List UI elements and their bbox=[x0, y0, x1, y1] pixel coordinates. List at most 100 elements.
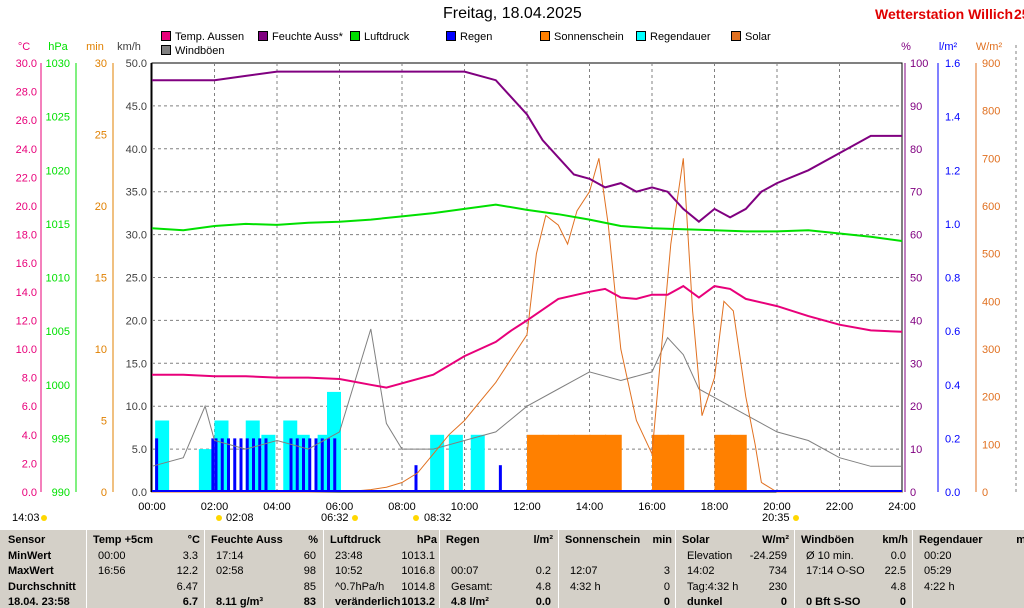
legend-item: Windböen bbox=[161, 45, 225, 57]
stats-row-label: MaxWert bbox=[8, 565, 54, 577]
wind-tick-label: 30.0 bbox=[126, 230, 147, 242]
temp-tick-label: 30.0 bbox=[16, 58, 37, 70]
legend-item: Temp. Aussen bbox=[161, 31, 244, 43]
time-tick-label: 06:00 bbox=[326, 501, 354, 513]
sunshine-bar bbox=[589, 434, 607, 492]
legend-item: Solar bbox=[731, 31, 771, 43]
temp-tick-label: 8.0 bbox=[22, 373, 37, 385]
stats-cell-label: 17:14 bbox=[216, 550, 244, 562]
temp-tick-label: 26.0 bbox=[16, 115, 37, 127]
dawn-label: 06:32 bbox=[321, 512, 349, 524]
stats-column bbox=[439, 530, 557, 608]
wind-tick-label: 40.0 bbox=[126, 144, 147, 156]
pressure-tick-label: 1030 bbox=[46, 58, 70, 70]
legend-label: Regen bbox=[460, 31, 493, 43]
legend-swatch bbox=[350, 31, 360, 41]
pressure-tick-label: 1025 bbox=[46, 112, 70, 124]
temp-tick-label: 6.0 bbox=[22, 401, 37, 413]
stats-cell-label: Elevation bbox=[687, 550, 733, 562]
temp-tick-label: 12.0 bbox=[16, 315, 37, 327]
stats-column-title: Windböen bbox=[801, 534, 855, 546]
humidity-tick-label: 20 bbox=[910, 401, 922, 413]
sunshine-bar bbox=[714, 434, 732, 492]
stats-column bbox=[86, 530, 204, 608]
minutes-tick-label: 20 bbox=[95, 201, 107, 213]
stats-column bbox=[558, 530, 676, 608]
temp-tick-label: 2.0 bbox=[22, 458, 37, 470]
stats-cell-value: -24.259 bbox=[749, 550, 787, 562]
stats-cell-label: 00:00 bbox=[98, 550, 126, 562]
legend-item: Feuchte Auss* bbox=[258, 31, 343, 43]
stats-column-title: Regen bbox=[446, 534, 480, 546]
stats-cell-label: Tag:4:32 h bbox=[687, 581, 739, 593]
stats-cell-value: 230 bbox=[768, 581, 787, 593]
rain-tick-label: 1.4 bbox=[945, 112, 960, 124]
legend-label: Sonnenschein bbox=[554, 31, 624, 43]
rain-bar bbox=[245, 438, 249, 492]
minutes-tick-label: 15 bbox=[95, 273, 107, 285]
stats-cell-label: dunkel bbox=[687, 596, 723, 608]
stats-cell-label: 23:48 bbox=[335, 550, 363, 562]
solar-axis-unit: W/m² bbox=[976, 41, 1003, 53]
stats-cell-value: 85 bbox=[303, 581, 316, 593]
humidity-tick-label: 70 bbox=[910, 187, 922, 199]
stats-column-title: Sonnenschein bbox=[565, 534, 641, 546]
sunshine-bar bbox=[558, 434, 575, 492]
solar-tick-label: 200 bbox=[982, 392, 1000, 404]
stats-cell-value: 4.8 bbox=[890, 581, 906, 593]
sunrise-label: 02:08 bbox=[226, 512, 254, 524]
sunshine-bar bbox=[667, 434, 685, 492]
minutes-tick-label: 25 bbox=[95, 130, 107, 142]
humidity-line bbox=[152, 70, 902, 223]
solar-tick-label: 600 bbox=[982, 201, 1000, 213]
minutes-tick-label: 10 bbox=[95, 344, 107, 356]
legend-label: Feuchte Auss* bbox=[272, 31, 343, 43]
stats-column-title: Temp +5cm bbox=[93, 534, 154, 546]
stats-cell-value: 0 bbox=[899, 596, 906, 608]
rain-bar bbox=[414, 465, 418, 492]
time-tick-label: 10:00 bbox=[451, 501, 479, 513]
solar-tick-label: 400 bbox=[982, 296, 1000, 308]
stats-cell-value: 98 bbox=[303, 565, 316, 577]
rain-bar bbox=[289, 438, 293, 492]
stats-cell-label: ^0.7hPa/h bbox=[335, 581, 385, 593]
humidity-tick-label: 0 bbox=[910, 487, 916, 499]
humidity-tick-label: 40 bbox=[910, 315, 922, 327]
humidity-tick-label: 100 bbox=[910, 58, 928, 70]
gust-line bbox=[151, 328, 902, 467]
humidity-tick-label: 60 bbox=[910, 230, 922, 242]
solar-tick-label: 100 bbox=[982, 439, 1000, 451]
stats-column-unit: °C bbox=[187, 534, 200, 546]
station-name: Wetterstation Willich bbox=[875, 6, 1014, 22]
stats-column bbox=[675, 530, 793, 608]
rain-bar bbox=[308, 438, 312, 492]
stats-cell-label: 00:20 bbox=[924, 550, 952, 562]
temp-tick-label: 0.0 bbox=[22, 487, 37, 499]
stats-cell-label: Gesamt: bbox=[451, 581, 493, 593]
pressure-tick-label: 1000 bbox=[46, 380, 70, 392]
rain-tick-label: 0.0 bbox=[945, 487, 960, 499]
stats-cell-label: 05:29 bbox=[924, 565, 952, 577]
stats-cell-value: 734 bbox=[768, 565, 787, 577]
solar-tick-label: 900 bbox=[982, 58, 1000, 70]
stats-cell-label: 00:07 bbox=[451, 565, 479, 577]
stats-cell-label: 4:32 h bbox=[570, 581, 601, 593]
rain-bar bbox=[327, 438, 330, 492]
stats-cell-value: 1013.2 bbox=[401, 596, 435, 608]
sunset-label: 20:35 bbox=[762, 512, 790, 524]
humidity-tick-label: 80 bbox=[910, 144, 922, 156]
sunshine-bar bbox=[652, 434, 669, 492]
humidity-tick-label: 50 bbox=[910, 273, 922, 285]
humidity-tick-label: 90 bbox=[910, 101, 922, 113]
legend-swatch bbox=[258, 31, 268, 41]
solar-tick-label: 300 bbox=[982, 344, 1000, 356]
time-tick-label: 00:00 bbox=[138, 501, 166, 513]
stats-row-label: MinWert bbox=[8, 550, 52, 562]
rain-bar bbox=[258, 438, 262, 492]
rain-tick-label: 0.6 bbox=[945, 326, 960, 338]
stats-cell-label: Ø 10 min. bbox=[806, 550, 854, 562]
rain-bar bbox=[233, 438, 237, 492]
pressure-tick-label: 995 bbox=[52, 433, 70, 445]
pressure-axis-unit: hPa bbox=[48, 41, 68, 53]
solar-line bbox=[152, 158, 902, 493]
